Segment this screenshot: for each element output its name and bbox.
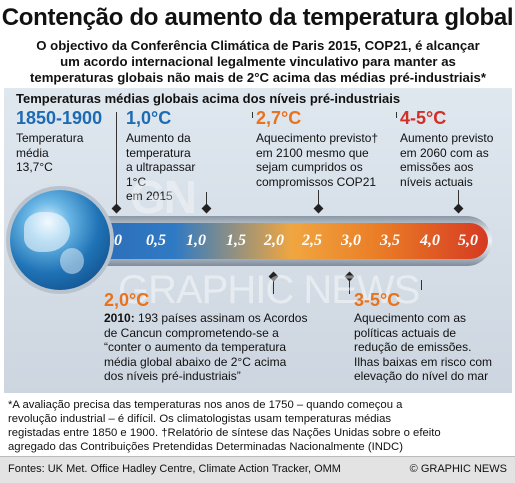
callout-text-45c: Aumento previsto em 2060 com as emissões… [400, 131, 494, 189]
callout-label-1850: 1850-1900 [16, 108, 103, 128]
leader-line [396, 112, 397, 118]
subtitle-line: temperaturas globais não mais de 2°C aci… [29, 70, 486, 85]
callout-label-1c: 1,0°C [126, 108, 172, 128]
callout-text-1c: Aumento da temperatura a ultrapassar 1°C… [126, 131, 196, 203]
leader-line [273, 280, 274, 294]
callout-text-1850: Temperatura média 13,7°C [16, 131, 84, 174]
leader-line [116, 112, 117, 206]
temperature-scale-bar [96, 223, 488, 259]
scale-tick: 0 [114, 232, 122, 249]
leader-line [252, 112, 253, 118]
subtitle-line: um acordo internacional legalmente vincu… [60, 54, 456, 69]
scale-tick: 1,5 [226, 232, 246, 249]
sources-bar: Fontes: UK Met. Office Hadley Centre, Cl… [0, 456, 515, 483]
page-title: Contenção do aumento da temperatura glob… [1, 4, 514, 31]
scale-tick: 4,0 [420, 232, 440, 249]
scale-tick: 3,0 [341, 232, 361, 249]
watermark: GRAPHIC NEWS [118, 268, 420, 312]
scale-tick: 2,5 [302, 232, 322, 249]
callout-text-27c: Aquecimento previsto† em 2100 mesmo que … [256, 131, 379, 189]
callout-label-35c: 3-5°C [354, 290, 401, 310]
callout-text-2c: 2010: 193 países assinam os Acordos de C… [104, 311, 308, 383]
scale-tick: 3,5 [380, 232, 400, 249]
subtitle-line: O objectivo da Conferência Climática de … [36, 38, 480, 53]
leader-line [349, 280, 350, 294]
callout-label-27c: 2,7°C [256, 108, 302, 128]
globe-land [60, 248, 84, 274]
scale-tick: 0,5 [146, 232, 166, 249]
callout-text-35c: Aquecimento com as políticas actuais de … [354, 311, 493, 383]
leader-line [206, 192, 207, 206]
watermark: GN [130, 171, 197, 223]
sources-text: Fontes: UK Met. Office Hadley Centre, Cl… [8, 463, 341, 475]
callout-label-2c: 2,0°C [104, 290, 150, 310]
leader-line [421, 280, 422, 290]
leader-line [318, 190, 319, 206]
globe-land [24, 212, 70, 252]
leader-line [458, 190, 459, 206]
scale-tick: 5,0 [458, 232, 478, 249]
footnote: *A avaliação precisa das temperaturas no… [8, 399, 441, 453]
callout-label-45c: 4-5°C [400, 108, 447, 128]
panel-heading: Temperaturas médias globais acima dos ní… [16, 91, 401, 106]
scale-tick: 1,0 [186, 232, 206, 249]
scale-tick: 2,0 [264, 232, 284, 249]
subtitle: O objectivo da Conferência Climática de … [8, 38, 508, 86]
credit-text: © GRAPHIC NEWS [409, 463, 507, 475]
